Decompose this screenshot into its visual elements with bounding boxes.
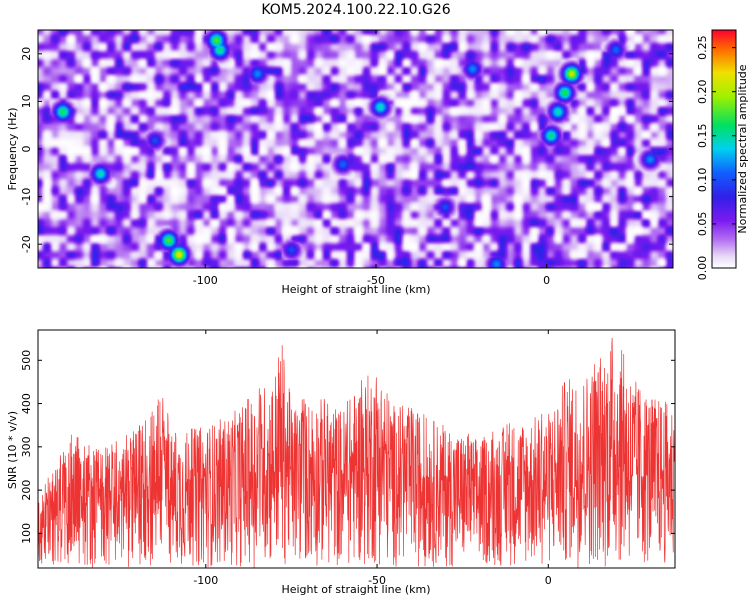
heatmap-y-tick-label: 20 [20,47,33,61]
snr-y-tick-label: 100 [20,523,33,544]
heatmap-x-axis-label: Height of straight line (km) [281,283,430,296]
colorbar-tick-label: 0.15 [696,124,709,149]
snr-x-tick-label: -50 [368,574,386,587]
heatmap-y-tick-label: 10 [20,94,33,108]
heatmap-x-tick-label: -100 [193,274,218,287]
snr-y-tick-label: 200 [20,480,33,501]
snr-y-tick-label: 300 [20,436,33,457]
heatmap-y-axis-label: Frequency (Hz) [6,108,19,191]
snr-y-tick-label: 500 [20,350,33,371]
snr-x-tick-label: -100 [193,574,218,587]
snr-y-axis-label: SNR (10 * v/v) [6,411,19,489]
figure-title: KOM5.2024.100.22.10.G26 [261,2,450,18]
heatmap-y-tick-label: 0 [20,146,33,153]
heatmap-image [38,30,673,268]
snr-y-tick-label: 400 [20,393,33,414]
snr-frame [37,329,676,569]
snr-panel: -100 -50 0 100 200 300 400 500 Height of straig… [6,329,676,596]
colorbar-ticks: 0.00 0.05 0.10 0.15 0.20 0.25 [696,35,736,280]
colorbar-tick-label: 0.10 [696,168,709,193]
colorbar-gradient [711,29,737,269]
snr-ticks: -100 -50 0 100 200 300 400 500 [20,330,675,587]
colorbar: 0.00 0.05 0.10 0.15 0.20 0.25 Normalized spec… [696,29,749,280]
snr-x-axis-label: Height of straight line (km) [281,583,430,596]
snr-x-tick-label: 0 [545,574,552,587]
heatmap-x-tick-label: -50 [367,274,385,287]
colorbar-tick-label: 0.25 [696,35,709,60]
heatmap-x-tick-label: 0 [543,274,550,287]
snr-series-line [38,338,675,568]
heatmap-y-tick-label: -10 [20,188,33,206]
heatmap-y-tick-label: -20 [20,235,33,253]
heatmap-frame [37,29,674,269]
colorbar-tick-label: 0.20 [696,79,709,104]
colorbar-tick-label: 0.05 [696,212,709,237]
colorbar-tick-label: 0.00 [696,256,709,281]
colorbar-label: Normalized spectral amplitude [736,64,749,233]
